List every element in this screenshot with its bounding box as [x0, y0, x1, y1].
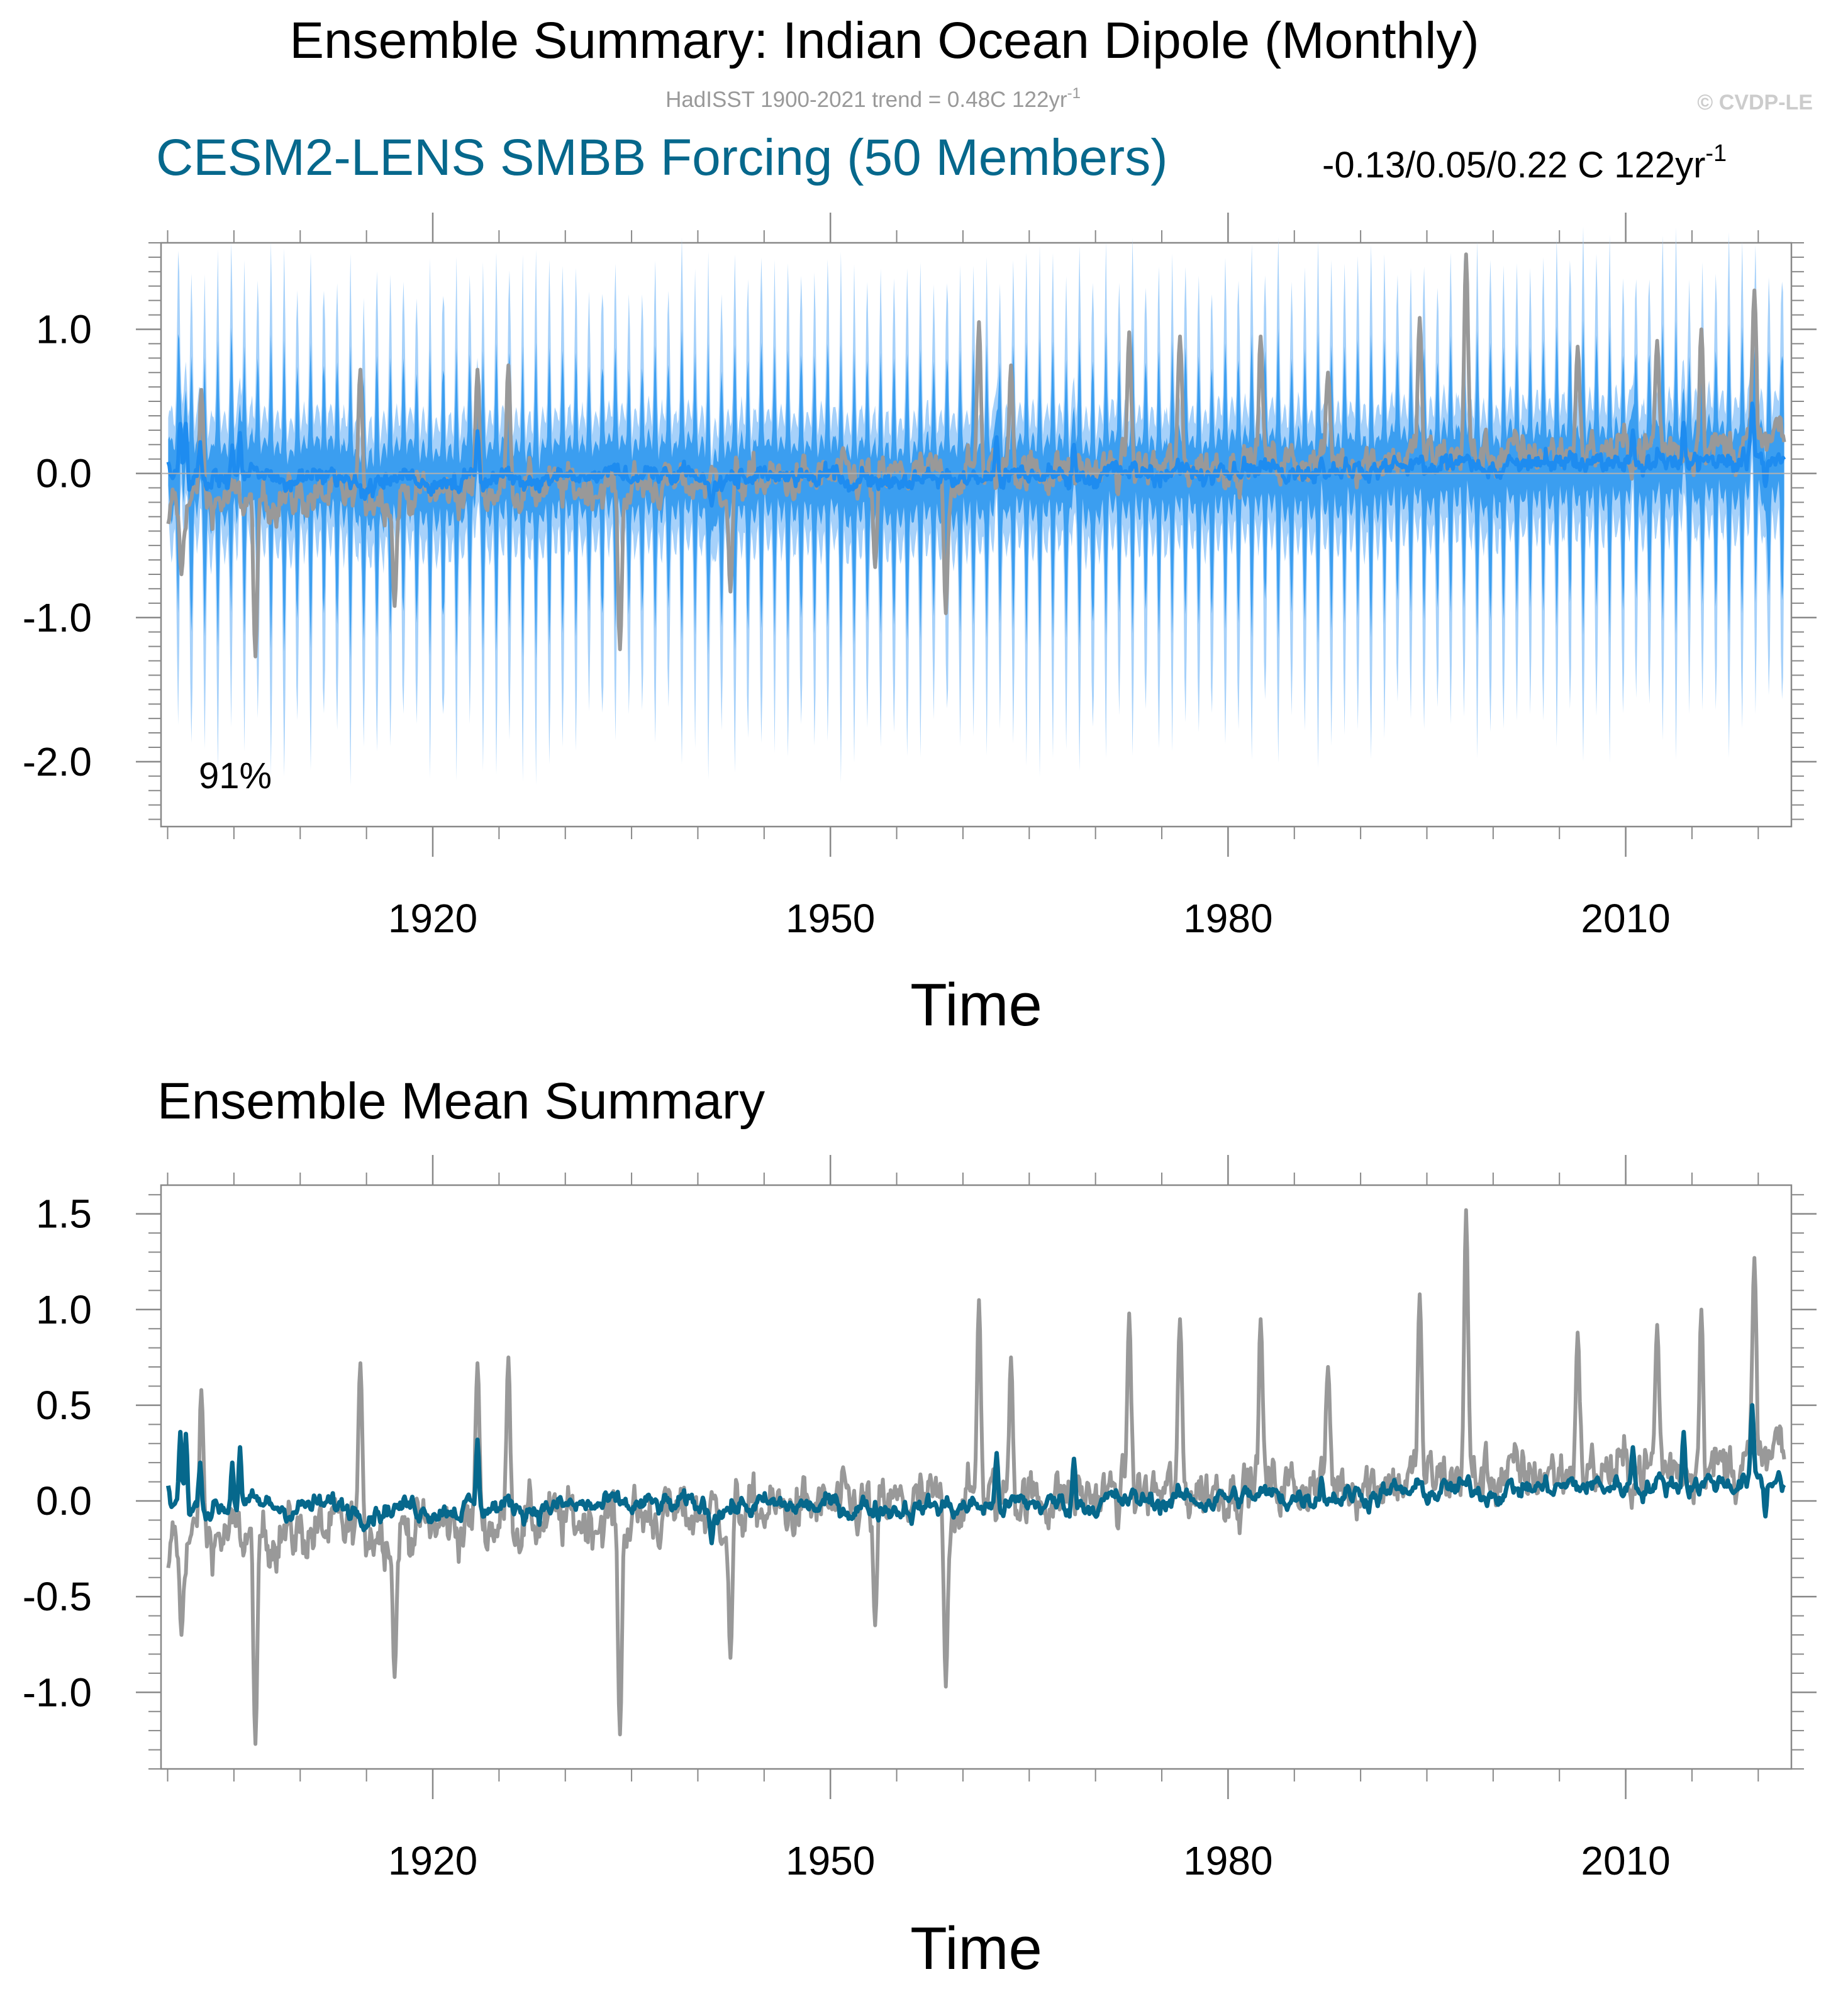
y-tick-label: -2.0: [23, 739, 92, 784]
ensemble-rank-annotation: 91%: [199, 755, 272, 796]
y-tick-label: 0.0: [36, 451, 92, 496]
y-tick-label: -0.5: [23, 1574, 92, 1619]
y-axis-tick-labels: 1.0 0.0 -1.0 -2.0: [23, 306, 92, 784]
x-axis-tick-labels: 1920 1950 1980 2010: [388, 896, 1671, 941]
minor-tick-marks: [136, 213, 1817, 857]
y-tick-label: 1.0: [36, 306, 92, 352]
ensemble-median-line: [166, 401, 1786, 508]
plot-frame: [160, 242, 1793, 828]
x-tick-label: 1920: [388, 1838, 477, 1883]
ensemble-mean-panel: Ensemble Mean Summary 1.5 1.0 0.5 0.0 -0.5 -1…: [23, 1073, 1817, 1982]
obs-trend-note-text: HadISST 1900-2021 trend = 0.48C 122yr: [665, 87, 1067, 112]
y-tick-label: 0.0: [36, 1478, 92, 1524]
x-axis-tick-labels: 1920 1950 1980 2010: [388, 1838, 1671, 1883]
y-axis-tick-labels: 1.5 1.0 0.5 0.0 -0.5 -1.0: [23, 1191, 92, 1715]
minor-tick-marks: [136, 1155, 1817, 1799]
obs-trend-note-sup: -1: [1067, 85, 1081, 102]
y-tick-label: 0.5: [36, 1383, 92, 1428]
x-tick-label: 2010: [1581, 1838, 1670, 1883]
trend-range-text: -0.13/0.05/0.22 C 122yr: [1322, 145, 1705, 186]
ensemble-summary-panel: 1.0 0.0 -1.0 -2.0 1920 1950 1980 2010 91% Time: [23, 213, 1817, 1039]
y-tick-label: 1.5: [36, 1191, 92, 1237]
ensemble-inner-range-band: [168, 320, 1784, 661]
y-tick-label: -1.0: [23, 595, 92, 640]
copyright-mark: © CVDP-LE: [1697, 91, 1813, 114]
panel-title: Ensemble Mean Summary: [157, 1073, 765, 1130]
y-tick-label: -1.0: [23, 1670, 92, 1715]
x-tick-label: 1980: [1183, 896, 1272, 941]
observed-series-line: [166, 252, 1786, 659]
y-tick-label: 1.0: [36, 1287, 92, 1332]
ensemble-mean-line: [165, 1403, 1786, 1546]
figure-title: Ensemble Summary: Indian Ocean Dipole (M…: [289, 12, 1479, 69]
observed-series-line: [166, 1208, 1786, 1746]
x-axis-label: Time: [910, 1915, 1042, 1982]
x-tick-label: 1920: [388, 896, 477, 941]
x-tick-label: 1950: [786, 896, 875, 941]
model-title: CESM2-LENS SMBB Forcing (50 Members): [156, 129, 1168, 186]
x-tick-label: 2010: [1581, 896, 1670, 941]
trend-range: -0.13/0.05/0.22 C 122yr-1: [1322, 140, 1727, 186]
x-tick-label: 1980: [1183, 1838, 1272, 1883]
plot-frame: [160, 1184, 1793, 1770]
trend-range-sup: -1: [1705, 140, 1727, 167]
x-tick-label: 1950: [786, 1838, 875, 1883]
obs-trend-note: HadISST 1900-2021 trend = 0.48C 122yr-1: [665, 85, 1081, 112]
inner-area: [168, 320, 1784, 661]
x-axis-label: Time: [910, 971, 1042, 1039]
